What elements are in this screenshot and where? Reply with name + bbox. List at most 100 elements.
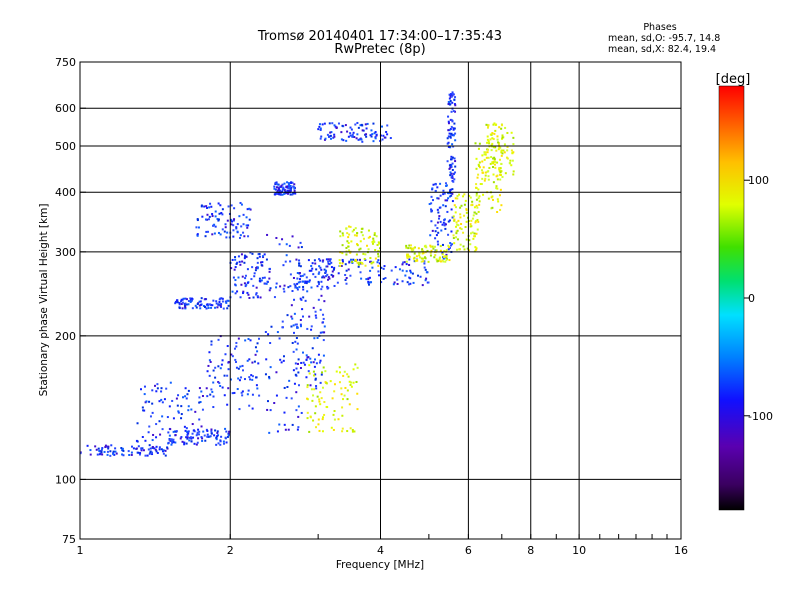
data-point <box>344 273 347 276</box>
data-point <box>183 441 186 444</box>
data-point <box>452 172 455 175</box>
data-point <box>357 126 360 129</box>
data-point <box>284 260 287 263</box>
data-point <box>268 277 271 280</box>
data-point <box>350 381 353 384</box>
data-point <box>334 125 337 128</box>
data-point <box>355 253 358 256</box>
data-point <box>411 272 414 275</box>
data-point <box>244 285 247 288</box>
data-point <box>242 213 245 216</box>
data-point <box>100 450 103 453</box>
data-point <box>494 146 497 149</box>
data-point <box>412 248 415 251</box>
data-point <box>430 220 433 223</box>
data-point <box>299 280 302 283</box>
data-point <box>441 253 444 256</box>
data-point <box>174 300 177 303</box>
data-point <box>356 121 359 124</box>
data-point <box>307 259 310 262</box>
data-point <box>200 390 203 393</box>
data-point <box>226 299 229 302</box>
data-point <box>448 195 451 198</box>
data-point <box>504 126 507 129</box>
data-point <box>208 359 211 362</box>
data-point <box>198 396 201 399</box>
data-point <box>178 302 181 305</box>
data-point <box>484 153 487 156</box>
data-point <box>324 381 327 384</box>
data-point <box>454 171 457 174</box>
data-point <box>486 135 489 138</box>
data-point <box>295 348 298 351</box>
data-point <box>174 430 177 433</box>
data-point <box>491 132 494 135</box>
data-point <box>358 138 361 141</box>
data-point <box>292 276 295 279</box>
data-point <box>288 187 291 190</box>
data-point <box>293 189 296 192</box>
data-point <box>180 300 183 303</box>
data-point <box>303 363 306 366</box>
data-point <box>496 135 499 138</box>
data-point <box>180 417 183 420</box>
data-point <box>261 276 264 279</box>
data-point <box>298 271 301 274</box>
data-point <box>219 385 222 388</box>
data-point <box>195 434 198 437</box>
data-point <box>230 220 233 223</box>
data-point <box>139 451 142 454</box>
data-point <box>168 434 171 437</box>
data-point <box>322 321 325 324</box>
data-point <box>212 395 215 398</box>
data-point <box>208 303 211 306</box>
data-point <box>269 366 272 369</box>
data-point <box>393 281 396 284</box>
data-point <box>483 179 486 182</box>
data-point <box>424 257 427 260</box>
data-point <box>160 390 163 393</box>
data-point <box>137 451 140 454</box>
data-point <box>251 252 254 255</box>
data-point <box>346 389 349 392</box>
data-point <box>184 307 187 310</box>
data-point <box>149 451 152 454</box>
data-point <box>302 351 305 354</box>
data-point <box>167 431 170 434</box>
data-point <box>132 447 135 450</box>
y-tick-label: 400 <box>55 186 76 199</box>
data-point <box>106 453 109 456</box>
data-point <box>486 126 489 129</box>
data-point <box>466 247 469 250</box>
data-point <box>319 308 322 311</box>
data-point <box>512 170 515 173</box>
data-point <box>321 430 324 433</box>
data-point <box>444 182 447 185</box>
data-point <box>452 234 455 237</box>
data-point <box>257 362 260 365</box>
data-point <box>401 280 404 283</box>
data-point <box>308 372 311 375</box>
data-point <box>500 154 503 157</box>
data-point <box>402 261 405 264</box>
data-point <box>356 408 359 411</box>
data-point <box>231 290 234 293</box>
data-point <box>472 237 475 240</box>
data-point <box>453 122 456 125</box>
data-point <box>375 133 378 136</box>
data-point <box>451 156 454 159</box>
data-point <box>340 138 343 141</box>
data-point <box>312 394 315 397</box>
data-point <box>251 407 254 410</box>
data-point <box>256 257 259 260</box>
data-point <box>314 405 317 408</box>
data-point <box>500 170 503 173</box>
data-point <box>179 437 182 440</box>
data-point <box>431 187 434 190</box>
data-point <box>201 395 204 398</box>
data-point <box>471 231 474 234</box>
data-point <box>320 373 323 376</box>
data-point <box>322 275 325 278</box>
data-point <box>475 198 478 201</box>
data-point <box>503 143 506 146</box>
